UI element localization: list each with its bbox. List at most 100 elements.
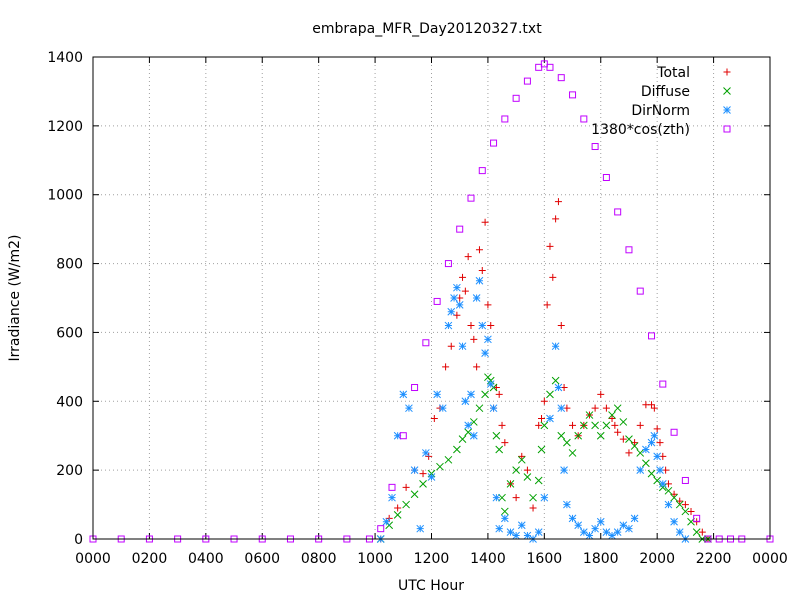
data-point-square (399, 432, 407, 440)
data-point-star (399, 390, 408, 399)
data-point-square (523, 77, 531, 85)
data-point-star (523, 531, 532, 540)
data-point-plus (608, 415, 616, 422)
data-point-star (506, 528, 515, 536)
data-point-plus (653, 425, 661, 433)
data-point-square (659, 380, 667, 388)
data-point-square (670, 428, 678, 436)
data-point-star (517, 521, 526, 530)
data-point-star (410, 466, 419, 474)
data-point-square (569, 91, 577, 99)
x-tick-label: 0800 (301, 551, 337, 567)
legend: Total Diffuse DirNorm 1380*cos(zth) (591, 65, 731, 138)
data-point-star (450, 294, 458, 302)
data-point-plus (518, 452, 526, 460)
data-point-square (490, 139, 498, 147)
data-point-star (405, 404, 413, 413)
data-point-cross (529, 493, 537, 502)
data-point-plus (459, 273, 467, 281)
data-point-star (484, 335, 492, 344)
series-plus (377, 198, 712, 543)
legend-label: DirNorm (631, 103, 690, 119)
data-point-star (500, 514, 509, 523)
data-point-plus (394, 504, 402, 512)
data-point-plus (554, 198, 562, 206)
data-point-star (447, 307, 456, 316)
data-point-star (608, 531, 616, 540)
x-tick-label: 0200 (132, 551, 168, 567)
data-point-cross (419, 480, 427, 488)
data-point-plus (602, 404, 610, 412)
data-point-star (647, 438, 656, 447)
data-point-star (656, 466, 664, 474)
data-point-star (568, 514, 577, 523)
data-point-cross (574, 431, 583, 440)
data-point-star (557, 404, 566, 413)
data-point-star (554, 383, 563, 392)
x-axis-label: UTC Hour (398, 578, 464, 594)
data-point-cross (630, 442, 639, 450)
data-point-cross (393, 511, 402, 519)
data-point-star (664, 500, 673, 509)
x-tick-label: 1600 (527, 551, 563, 567)
data-point-cross (453, 445, 461, 454)
plot-frame (92, 56, 771, 540)
data-point-cross (444, 455, 453, 464)
data-point-square (535, 63, 543, 71)
data-point-cross (492, 431, 501, 440)
data-point-star (382, 517, 391, 526)
data-point-star (467, 390, 475, 399)
data-point-cross (464, 428, 473, 437)
data-point-star (574, 521, 583, 530)
data-point-cross (579, 421, 588, 430)
data-point-star (433, 390, 441, 399)
data-point-plus (552, 215, 560, 223)
data-point-square (693, 514, 701, 522)
data-point-plus (625, 449, 633, 457)
data-point-plus (557, 322, 565, 330)
chart-title: embrapa_MFR_Day20120327.txt (312, 21, 542, 37)
data-point-square (456, 225, 464, 233)
data-point-cross (568, 449, 577, 457)
data-point-plus (478, 266, 486, 274)
data-point-plus (656, 439, 664, 447)
y-tick-label: 800 (56, 257, 83, 273)
data-point-square (377, 525, 385, 533)
data-point-star (540, 493, 549, 502)
grid-lines (93, 57, 770, 539)
data-point-cross (537, 445, 546, 454)
data-point-plus (447, 342, 455, 350)
x-tick-label: 1000 (357, 551, 393, 567)
data-point-cross (675, 500, 684, 509)
data-point-cross (481, 390, 489, 399)
data-point-star (613, 528, 622, 536)
data-point-cross (557, 431, 566, 440)
data-point-cross (506, 480, 515, 488)
data-point-star (602, 528, 611, 536)
data-point-square (411, 384, 419, 392)
x-tick-label: 1800 (583, 551, 619, 567)
data-point-star (625, 524, 633, 533)
data-point-cross (469, 418, 478, 426)
data-point-cross (664, 486, 673, 495)
data-point-cross (540, 421, 549, 430)
data-point-star (650, 431, 659, 440)
data-point-cross (653, 476, 662, 485)
data-point-star (455, 301, 464, 309)
data-point-cross (436, 462, 444, 471)
data-point-plus (650, 404, 658, 412)
data-point-star (444, 321, 453, 330)
data-point-star (475, 276, 484, 285)
x-tick-label: 1200 (414, 551, 450, 567)
y-tick-label: 0 (74, 532, 83, 548)
y-tick-label: 600 (56, 325, 83, 341)
data-point-star (489, 404, 498, 413)
data-point-cross (534, 476, 543, 485)
data-point-star (453, 283, 461, 292)
data-point-star (427, 473, 436, 481)
data-point-star (478, 321, 487, 330)
data-point-plus (430, 415, 438, 422)
data-point-cross (585, 411, 594, 419)
data-point-star (591, 524, 599, 533)
data-point-plus (698, 528, 706, 536)
